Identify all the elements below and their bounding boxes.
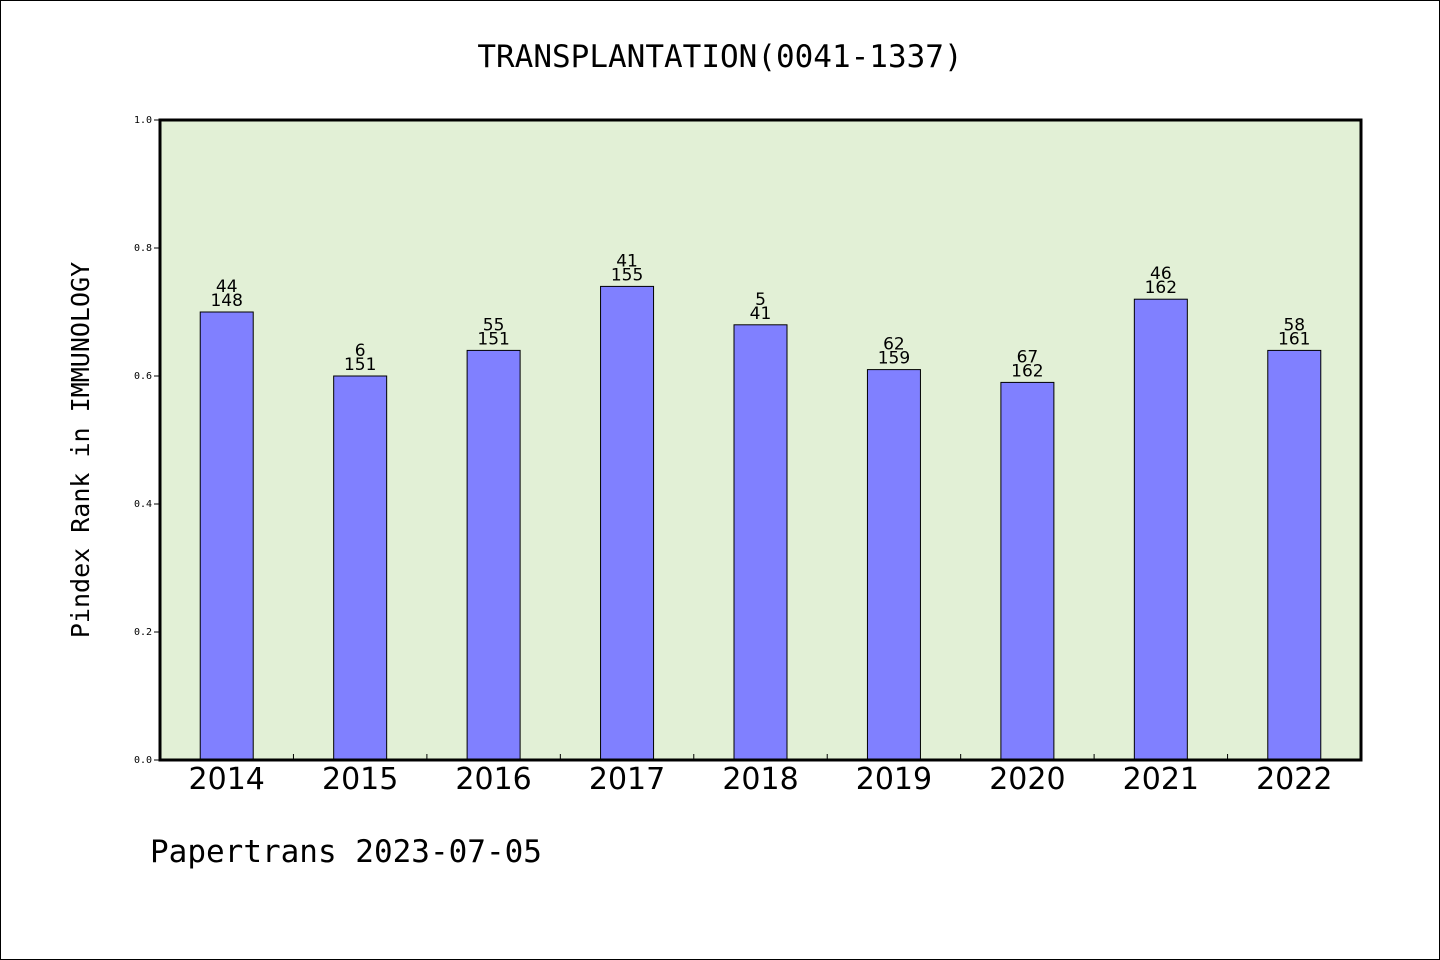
x-tick-label-2018: 2018 — [722, 762, 798, 797]
bar-label-top-2019: 62 — [883, 335, 905, 355]
x-tick-label-2019: 2019 — [856, 762, 932, 797]
x-tick-label-2022: 2022 — [1256, 762, 1332, 797]
y-tick-label: 0.2 — [134, 627, 152, 638]
bar-2019 — [866, 369, 921, 761]
bar-2020 — [1000, 381, 1055, 761]
bar-label-bottom-2016: 151 — [477, 329, 509, 349]
bar-label-top-2021: 46 — [1150, 264, 1172, 284]
y-tick-label: 1.0 — [134, 115, 152, 126]
bar-label-top-2015: 6 — [355, 341, 366, 361]
bar-label-bottom-2022: 161 — [1278, 329, 1310, 349]
x-tick-label-2015: 2015 — [322, 762, 398, 797]
bar-label-top-2016: 55 — [483, 315, 505, 335]
y-tick-label: 0.4 — [134, 499, 152, 510]
plot-border — [158, 118, 1363, 762]
y-axis-label: Pindex Rank in IMMUNOLOGY — [66, 262, 95, 638]
bar-label-top-2018: 5 — [755, 290, 766, 310]
x-tick-label-2016: 2016 — [455, 762, 531, 797]
x-tick-label-2020: 2020 — [989, 762, 1065, 797]
y-tick-label: 0.8 — [134, 243, 152, 254]
x-tick-label-2014: 2014 — [189, 762, 265, 797]
bar-label-top-2020: 67 — [1017, 347, 1039, 367]
bar-label-bottom-2014: 148 — [210, 291, 242, 311]
bar-2015 — [333, 375, 388, 761]
x-tick-label-2021: 2021 — [1123, 762, 1199, 797]
x-tick-label-2017: 2017 — [589, 762, 665, 797]
bar-2014 — [199, 311, 254, 761]
bar-label-bottom-2020: 162 — [1011, 361, 1043, 381]
bar-label-bottom-2019: 159 — [878, 349, 910, 369]
y-tick-label: 0.0 — [134, 755, 152, 766]
bar-label-top-2014: 44 — [216, 277, 238, 297]
bar-label-top-2022: 58 — [1283, 315, 1305, 335]
footer-source-date: Papertrans 2023-07-05 — [150, 834, 542, 870]
bar-label-top-2017: 41 — [616, 251, 638, 271]
bar-2021 — [1133, 298, 1188, 761]
y-tick-label: 0.6 — [134, 371, 152, 382]
bar-label-bottom-2018: 41 — [750, 304, 772, 324]
bar-2017 — [600, 285, 655, 761]
x-axis: 2014 2015 2016 2017 2018 2019 2020 2021 2022 — [189, 754, 1332, 797]
bar-2018 — [733, 324, 788, 761]
bar-label-bottom-2015: 151 — [344, 355, 376, 375]
bar-label-bottom-2017: 155 — [611, 265, 643, 285]
bar-label-bottom-2021: 162 — [1145, 278, 1177, 298]
chart-title: TRANSPLANTATION(0041-1337) — [477, 39, 962, 75]
bar-2016 — [466, 349, 521, 761]
y-axis: 0.0 0.2 0.4 0.6 0.8 1.0 — [134, 115, 160, 766]
bar-2022 — [1267, 349, 1322, 761]
